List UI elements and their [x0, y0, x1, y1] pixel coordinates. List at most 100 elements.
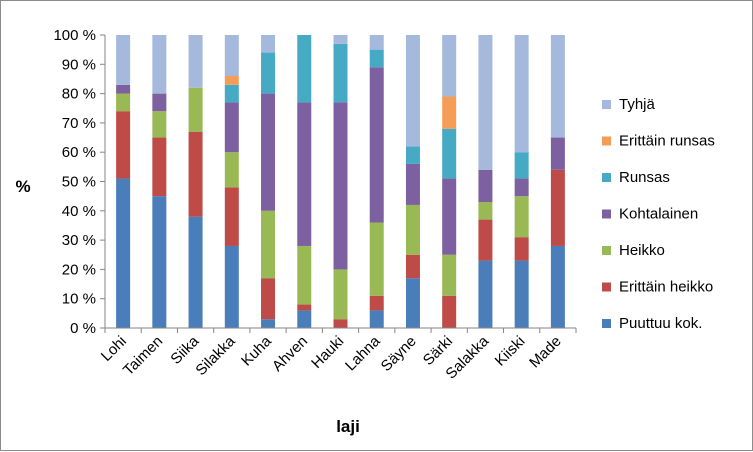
bar-segment: [116, 93, 131, 112]
bar-segment: [116, 178, 131, 328]
bar-segment: [514, 260, 529, 328]
bar-segment: [550, 35, 565, 138]
legend-label: Heikko: [619, 242, 665, 259]
x-axis-title: laji: [336, 417, 360, 436]
bar-segment: [550, 245, 565, 328]
bar-segment: [442, 35, 457, 97]
y-tick-label: 40 %: [62, 203, 96, 220]
bar-segment: [261, 278, 276, 320]
bars: [116, 35, 565, 328]
y-tick-label: 0 %: [70, 320, 96, 337]
x-tick-label: Hauki: [308, 333, 347, 372]
y-tick-label: 10 %: [62, 291, 96, 308]
bar-segment: [369, 222, 384, 296]
y-tick-label: 20 %: [62, 261, 96, 278]
bar-segment: [152, 111, 167, 138]
bar-segment: [261, 210, 276, 279]
legend-swatch: [602, 319, 611, 328]
bar-segment: [405, 254, 420, 279]
legend-label: Runsas: [619, 169, 670, 186]
legend-swatch: [602, 100, 611, 109]
bar-segment: [152, 196, 167, 328]
x-tick-label: Kiiski: [492, 333, 529, 370]
bar-segment: [297, 310, 312, 328]
y-axis-ticks: 0 % 10 % 20 % 30 % 40 % 50 % 60 % 70 % 80 % 90 % 1…: [53, 27, 105, 337]
bar-segment: [369, 310, 384, 328]
x-tick-label: Taimen: [120, 333, 166, 379]
bar-segment: [514, 196, 529, 238]
bar-segment: [514, 237, 529, 261]
x-tick-label: Lahna: [342, 332, 384, 374]
bar-segment: [369, 67, 384, 223]
bar-segment: [261, 93, 276, 211]
bar-segment: [442, 96, 457, 129]
bar-segment: [405, 204, 420, 255]
x-tick-label: Säyne: [378, 333, 420, 375]
y-axis-title: %: [15, 177, 30, 196]
legend-label: Kohtalainen: [619, 206, 698, 223]
bar-segment: [152, 35, 167, 94]
bar-segment: [297, 304, 312, 311]
bar-segment: [333, 35, 348, 44]
legend-swatch: [602, 246, 611, 255]
x-tick-label: Made: [526, 333, 565, 372]
bar-segment: [478, 35, 493, 170]
bar-segment: [188, 131, 203, 217]
bar-segment: [224, 84, 239, 103]
legend: Tyhjä Erittäin runsas Runsas Kohtalainen Hei…: [602, 96, 715, 332]
y-tick-label: 70 %: [62, 115, 96, 132]
bar-segment: [478, 219, 493, 261]
bar-segment: [261, 52, 276, 94]
bar-segment: [478, 202, 493, 220]
bar-segment: [261, 35, 276, 53]
y-tick-label: 100 %: [53, 27, 96, 44]
bar-segment: [478, 169, 493, 203]
bar-segment: [116, 84, 131, 94]
bar-segment: [224, 152, 239, 188]
legend-swatch: [602, 136, 611, 146]
bar-segment: [550, 169, 565, 246]
bar-segment: [188, 87, 203, 132]
x-tick-label: Silakka: [192, 332, 239, 379]
legend-label: Tyhjä: [619, 96, 656, 113]
y-tick-label: 80 %: [62, 86, 96, 103]
bar-segment: [405, 278, 420, 328]
bar-segment: [297, 245, 312, 305]
bar-segment: [369, 295, 384, 311]
legend-swatch: [602, 209, 611, 219]
bar-segment: [188, 216, 203, 328]
bar-segment: [514, 152, 529, 179]
bar-segment: [297, 102, 312, 246]
bar-segment: [442, 178, 457, 255]
bar-segment: [188, 35, 203, 88]
bar-segment: [261, 319, 276, 328]
bar-segment: [442, 128, 457, 179]
bar-segment: [333, 102, 348, 270]
bar-segment: [224, 76, 239, 85]
bar-segment: [224, 35, 239, 77]
bar-segment: [369, 49, 384, 68]
bar-segment: [442, 254, 457, 296]
y-tick-label: 90 %: [62, 56, 96, 73]
bar-segment: [224, 102, 239, 153]
y-tick-label: 30 %: [62, 232, 96, 249]
bar-segment: [116, 111, 131, 179]
x-tick-label: Lohi: [98, 333, 130, 365]
bar-segment: [514, 178, 529, 197]
y-tick-label: 50 %: [62, 174, 96, 191]
bar-segment: [224, 245, 239, 328]
bar-segment: [478, 260, 493, 328]
bar-segment: [442, 295, 457, 328]
bar-segment: [550, 137, 565, 170]
bar-segment: [152, 137, 167, 197]
bar-segment: [333, 269, 348, 320]
bar-segment: [116, 35, 131, 85]
bar-segment: [224, 187, 239, 246]
y-tick-label: 60 %: [62, 144, 96, 161]
bar-segment: [369, 35, 384, 50]
x-tick-label: Ahven: [269, 333, 311, 375]
bar-segment: [405, 146, 420, 164]
